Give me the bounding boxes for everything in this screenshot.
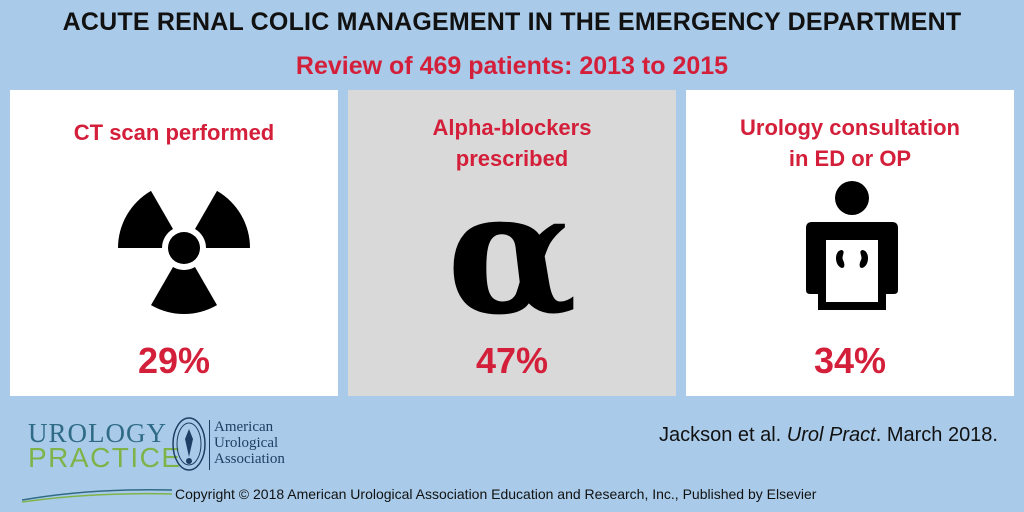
swoosh-decoration	[22, 488, 172, 503]
page-title: ACUTE RENAL COLIC MANAGEMENT IN THE EMER…	[62, 8, 962, 36]
radiation-icon	[117, 190, 250, 314]
card-urology-consultation: Urology consultation in ED or OP 34%	[686, 90, 1014, 396]
card-percent: 34%	[813, 340, 887, 381]
citation-journal: Urol Pract	[786, 424, 876, 446]
citation: Jackson et al. Urol Pract. March 2018.	[659, 424, 998, 447]
card-percent: 29%	[137, 340, 211, 381]
card-label-line1: Alpha-blockers	[432, 115, 592, 140]
copyright-notice: Copyright © 2018 American Urological Ass…	[175, 486, 817, 502]
card-label-line2: in ED or OP	[788, 146, 912, 171]
citation-authors: Jackson et al.	[658, 424, 787, 446]
aua-line3: Association	[214, 451, 285, 467]
card-alpha-blockers: Alpha-blockers prescribed α 47%	[348, 90, 676, 396]
card-percent: 47%	[475, 340, 549, 381]
aua-line1: American	[214, 419, 274, 435]
card-label-line1: Urology consultation	[740, 115, 960, 140]
person-kidneys-icon	[806, 181, 898, 310]
urology-practice-logo-line2: PRACTICE	[28, 442, 182, 473]
radiation-blade	[195, 190, 250, 248]
page-subtitle: Review of 469 patients: 2013 to 2015	[295, 52, 729, 80]
radiation-blade	[117, 190, 173, 248]
radiation-blade	[151, 267, 217, 314]
alpha-icon: α	[446, 153, 578, 353]
aua-seal-icon	[172, 417, 206, 471]
card-label: CT scan performed	[73, 120, 275, 145]
card-ct-scan: CT scan performed 29%	[10, 90, 338, 396]
aua-divider	[209, 420, 210, 470]
citation-date: . March 2018.	[875, 424, 998, 446]
aua-name: American Urological Association	[214, 419, 285, 467]
card-label-line2: prescribed	[455, 146, 569, 171]
urology-practice-logo-line1: UROLOGY	[28, 418, 167, 448]
aua-line2: Urological	[214, 435, 279, 451]
